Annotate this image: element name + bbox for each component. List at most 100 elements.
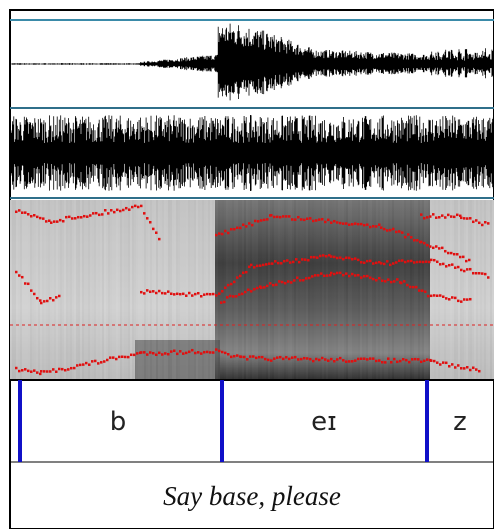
formant-dot bbox=[18, 369, 21, 373]
formant-dot bbox=[460, 300, 463, 303]
formant-dot bbox=[215, 233, 218, 237]
formant-dot bbox=[306, 357, 309, 360]
spectrogram-column bbox=[90, 200, 92, 380]
formant-dot bbox=[316, 256, 319, 259]
spectrogram-column bbox=[424, 200, 426, 380]
spectrogram-column bbox=[84, 200, 86, 380]
formant-dot bbox=[52, 298, 55, 302]
formant-dot bbox=[212, 351, 215, 354]
spectrogram-column bbox=[412, 200, 414, 380]
formant-dot bbox=[396, 278, 399, 281]
formant-dot bbox=[387, 357, 390, 360]
spectrogram-column bbox=[180, 200, 182, 380]
formant-dot bbox=[329, 273, 332, 277]
spectrogram-column bbox=[160, 200, 162, 380]
formant-dot bbox=[462, 255, 465, 259]
segment-label: b bbox=[110, 407, 127, 437]
formant-dot bbox=[146, 289, 149, 292]
formant-dot bbox=[152, 290, 155, 293]
spectrogram-column bbox=[110, 200, 112, 380]
formant-dot bbox=[233, 227, 236, 231]
formant-dot bbox=[481, 223, 484, 227]
spectrogram-column bbox=[278, 200, 280, 380]
formant-dot bbox=[107, 212, 110, 215]
spectrogram-voicing bbox=[135, 340, 220, 380]
spectrogram-column bbox=[352, 200, 354, 380]
spectrogram-column bbox=[130, 200, 132, 380]
formant-dot bbox=[390, 280, 393, 284]
formant-dot bbox=[392, 227, 395, 231]
formant-dot bbox=[392, 262, 395, 265]
formant-dot bbox=[363, 261, 366, 265]
spectrogram-column bbox=[348, 200, 350, 380]
spectrogram-column bbox=[202, 200, 204, 380]
formant-dot bbox=[460, 268, 463, 272]
formant-dot bbox=[478, 272, 481, 275]
spectrogram-column bbox=[128, 200, 130, 380]
formant-dot bbox=[321, 356, 324, 360]
formant-dot bbox=[430, 258, 433, 262]
formant-dot bbox=[59, 218, 62, 222]
formant-dot bbox=[360, 357, 363, 361]
formant-dot bbox=[424, 290, 427, 293]
spectrogram-column bbox=[228, 200, 230, 380]
formant-dot bbox=[223, 300, 226, 304]
spectrogram-column bbox=[250, 200, 252, 380]
formant-dot bbox=[24, 211, 27, 214]
spectrogram-column bbox=[260, 200, 262, 380]
spectrogram-column bbox=[350, 200, 352, 380]
formant-dot bbox=[413, 239, 416, 242]
spectrogram-column bbox=[292, 200, 294, 380]
formant-dot bbox=[18, 274, 21, 277]
formant-dot bbox=[282, 215, 285, 218]
spectrogram-column bbox=[490, 200, 492, 380]
formant-dot bbox=[411, 358, 414, 361]
formant-dot bbox=[124, 355, 127, 359]
spectrogram-column bbox=[194, 200, 196, 380]
formant-dot bbox=[245, 225, 248, 228]
formant-dot bbox=[297, 358, 300, 361]
spectrogram-column bbox=[398, 200, 400, 380]
formant-dot bbox=[294, 355, 297, 359]
formant-dot bbox=[453, 215, 456, 219]
formant-dot bbox=[119, 209, 122, 213]
formant-dot bbox=[43, 370, 46, 373]
formant-dot bbox=[46, 370, 49, 373]
spectrogram-column bbox=[182, 200, 184, 380]
formant-dot bbox=[248, 222, 251, 225]
spectrogram-column bbox=[410, 200, 412, 380]
formant-dot bbox=[475, 368, 478, 371]
formant-dot bbox=[409, 285, 412, 289]
formant-dot bbox=[429, 215, 432, 218]
spectrogram-column bbox=[486, 200, 488, 380]
formant-dot bbox=[336, 271, 339, 275]
spectrogram-column bbox=[450, 200, 452, 380]
formant-dot bbox=[296, 276, 299, 280]
formant-dot bbox=[384, 280, 387, 283]
formant-dot bbox=[188, 291, 191, 295]
formant-dot bbox=[301, 258, 304, 261]
formant-dot bbox=[101, 213, 104, 216]
formant-dot bbox=[439, 363, 442, 366]
formant-dot bbox=[97, 362, 100, 365]
formant-dot bbox=[393, 357, 396, 361]
spectrogram-column bbox=[104, 200, 106, 380]
formant-dot bbox=[336, 256, 339, 260]
spectrogram-column bbox=[68, 200, 70, 380]
spectrogram-column bbox=[184, 200, 186, 380]
spectrogram-column bbox=[98, 200, 100, 380]
formant-dot bbox=[30, 289, 33, 292]
spectrogram-column bbox=[70, 200, 72, 380]
formant-dot bbox=[372, 225, 375, 228]
formant-dot bbox=[357, 258, 360, 262]
formant-dot bbox=[357, 273, 360, 277]
formant-dot bbox=[380, 262, 383, 265]
spectrogram-column bbox=[302, 200, 304, 380]
spectrogram-column bbox=[376, 200, 378, 380]
formant-dot bbox=[164, 352, 167, 355]
formant-dot bbox=[261, 355, 264, 359]
spectrogram-column bbox=[284, 200, 286, 380]
formant-dot bbox=[327, 359, 330, 362]
spectrogram-column bbox=[288, 200, 290, 380]
formant-dot bbox=[448, 263, 451, 267]
